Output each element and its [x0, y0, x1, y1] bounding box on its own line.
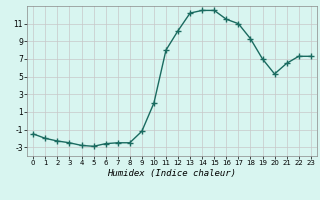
X-axis label: Humidex (Indice chaleur): Humidex (Indice chaleur): [108, 169, 236, 178]
